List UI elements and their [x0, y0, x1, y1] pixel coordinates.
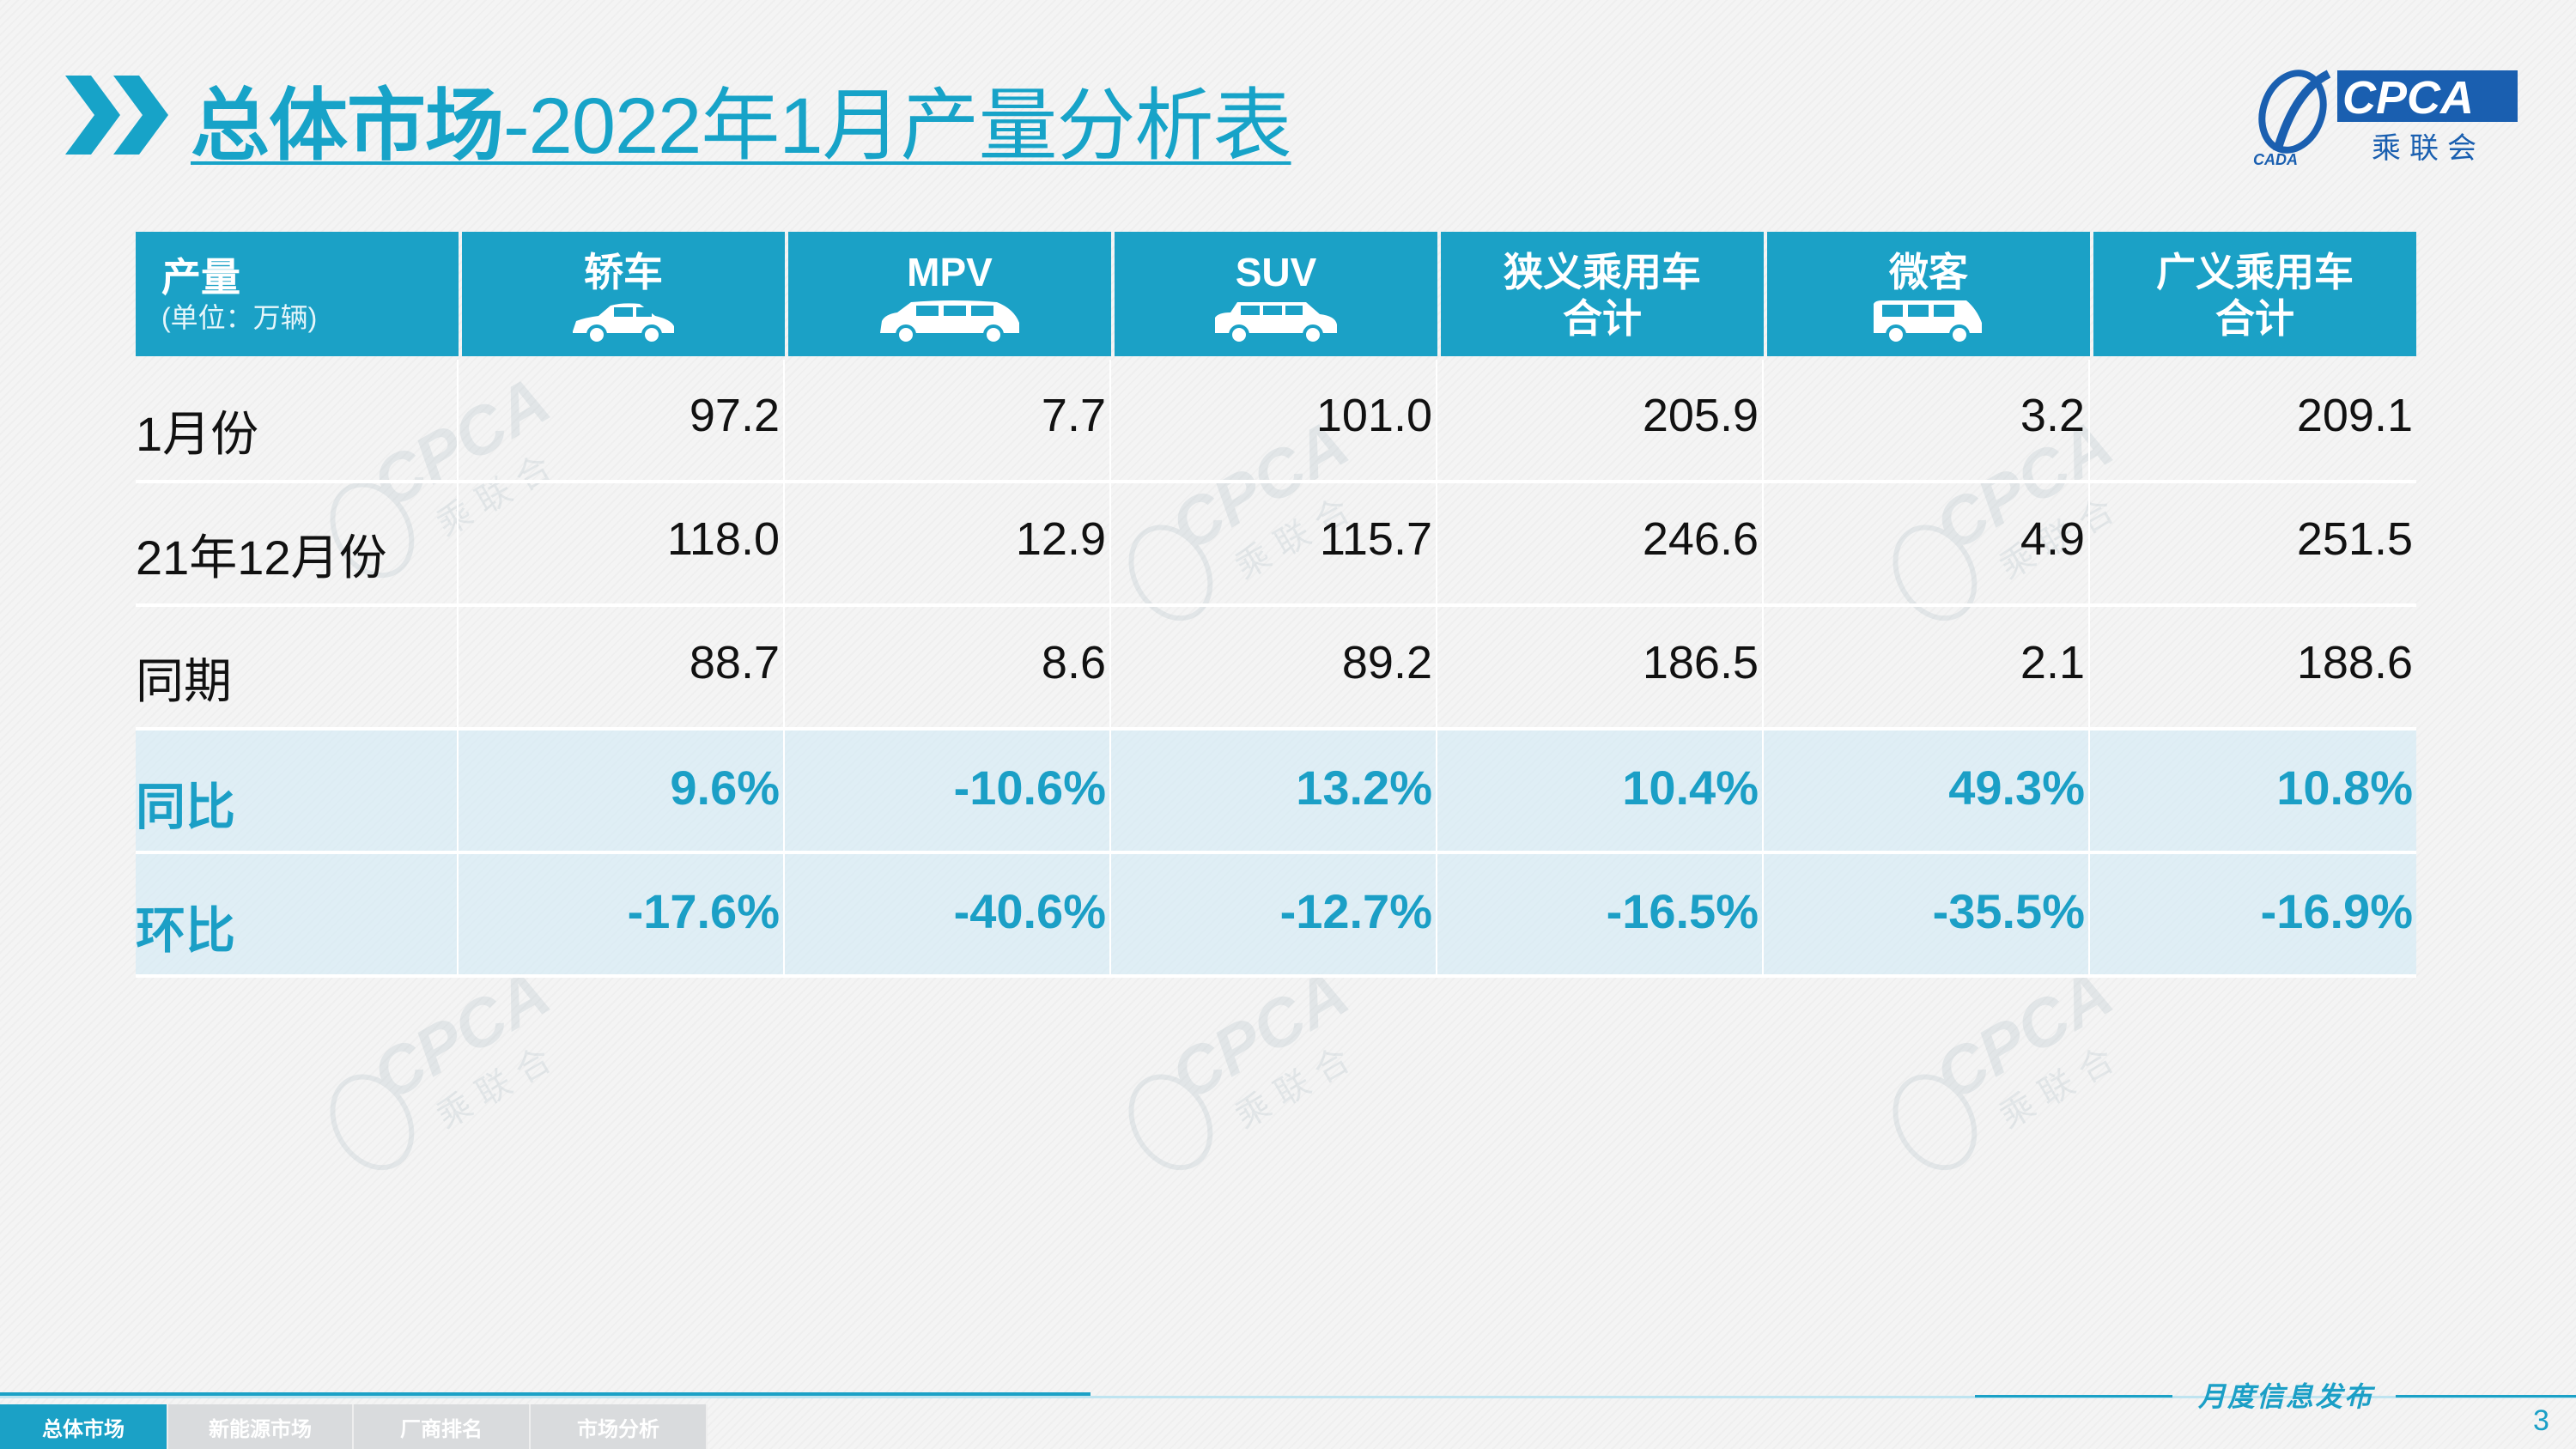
- page-title-rest: -2022年1月产量分析表: [503, 82, 1291, 170]
- svg-text:乘 联 合: 乘 联 合: [1993, 1040, 2121, 1137]
- header-label: 产量: [161, 255, 240, 300]
- table-cell: 186.5: [1441, 607, 1764, 727]
- table-cell: 115.7: [1115, 483, 1437, 603]
- table-cell: 118.0: [462, 483, 785, 603]
- logo-chinese: 乘联会: [2372, 131, 2485, 166]
- header-col-label: SUV: [1235, 250, 1317, 294]
- header-col-label-2: 合计: [2215, 296, 2294, 341]
- table-cell: 9.6%: [462, 731, 785, 851]
- sedan-car-icon: [568, 297, 679, 355]
- logo-small: CADA: [2253, 151, 2298, 168]
- double-chevron-icon: [65, 76, 177, 155]
- header-col-mpv: MPV: [788, 232, 1111, 356]
- publication-label: 月度信息发布: [2198, 1380, 2374, 1413]
- page-title-bold: 总体市场: [191, 82, 504, 170]
- tab-manufacturer-ranking[interactable]: 厂商排名: [354, 1404, 531, 1449]
- table-cell: -40.6%: [788, 854, 1111, 974]
- svg-text:CPCA: CPCA: [1923, 955, 2124, 1115]
- table-cell: 12.9: [788, 483, 1111, 603]
- row-label: 同期: [136, 607, 459, 727]
- row-label: 环比: [136, 854, 459, 974]
- table-header-row: 产量 (单位：万辆) 轿车 MPV SUV 狭义乘用车 合计 微客 广义乘用车 …: [136, 232, 2416, 356]
- footer-deco-line: [1975, 1395, 2172, 1397]
- watermark-logo: CPCA 乘 联 合: [1846, 953, 2155, 1176]
- header-col-microvan: 微客: [1767, 232, 2090, 356]
- table-cell: 3.2: [1767, 360, 2090, 480]
- header-col-label: 轿车: [584, 250, 663, 294]
- table-cell: 88.7: [462, 607, 785, 727]
- header-col-narrow-total: 狭义乘用车 合计: [1441, 232, 1764, 356]
- tab-new-energy-market[interactable]: 新能源市场: [168, 1404, 354, 1449]
- table-cell: 205.9: [1441, 360, 1764, 480]
- svg-text:乘 联 合: 乘 联 合: [430, 1040, 558, 1137]
- header-col-label-2: 合计: [1563, 296, 1642, 341]
- table-cell: 49.3%: [1767, 731, 2090, 851]
- table-cell: 246.6: [1441, 483, 1764, 603]
- row-label: 21年12月份: [136, 483, 459, 603]
- header-col-label: MPV: [907, 250, 993, 294]
- footer-accent-line: [0, 1392, 1091, 1396]
- svg-text:CPCA: CPCA: [360, 955, 562, 1115]
- table-cell: 97.2: [462, 360, 785, 480]
- table-cell: 7.7: [788, 360, 1111, 480]
- table-cell: -10.6%: [788, 731, 1111, 851]
- page-number: 3: [2533, 1404, 2549, 1437]
- table-row: 同期 88.7 8.6 89.2 186.5 2.1 188.6: [136, 607, 2416, 731]
- header-col-label: 微客: [1889, 250, 1968, 294]
- svg-text:CPCA: CPCA: [1158, 955, 1360, 1115]
- header-unit: (单位：万辆): [161, 302, 318, 333]
- table-cell: 209.1: [2296, 390, 2413, 441]
- header-label-cell: 产量 (单位：万辆): [136, 232, 459, 356]
- table-cell: 188.6: [2296, 637, 2413, 688]
- table-cell: -35.5%: [1767, 854, 2090, 974]
- watermark-logo: CPCA 乘 联 合: [283, 953, 592, 1176]
- svg-text:乘 联 合: 乘 联 合: [1229, 1040, 1357, 1137]
- table-row-yoy: 同比 9.6% -10.6% 13.2% 10.4% 49.3% 10.8%: [136, 731, 2416, 854]
- page-title: 总体市场-2022年1月产量分析表: [191, 62, 1291, 176]
- header-col-broad-total: 广义乘用车 合计: [2093, 232, 2416, 356]
- table-cell: 89.2: [1115, 607, 1437, 727]
- table-cell: -16.5%: [1441, 854, 1764, 974]
- cpca-logo: CPCA 乘联会 CADA: [2243, 57, 2526, 168]
- table-row: 1月份 97.2 7.7 101.0 205.9 3.2 209.1: [136, 360, 2416, 483]
- suv-car-icon: [1212, 297, 1340, 355]
- footer-divider: [0, 1396, 2576, 1398]
- tab-market-analysis[interactable]: 市场分析: [531, 1404, 708, 1449]
- table-cell: 8.6: [788, 607, 1111, 727]
- table-cell: 13.2%: [1115, 731, 1437, 851]
- header-col-label: 广义乘用车: [2156, 250, 2354, 294]
- header-col-label: 狭义乘用车: [1504, 250, 1701, 294]
- table-cell: 101.0: [1115, 360, 1437, 480]
- tab-overall-market[interactable]: 总体市场: [0, 1404, 168, 1449]
- table-cell: 10.8%: [2276, 761, 2413, 815]
- row-label: 同比: [136, 731, 459, 851]
- logo-latin: CPCA: [2342, 72, 2474, 124]
- table-cell: 10.4%: [1441, 731, 1764, 851]
- header-col-sedan: 轿车: [462, 232, 785, 356]
- watermark-logo: CPCA 乘 联 合: [1082, 953, 1391, 1176]
- table-cell: 2.1: [1767, 607, 2090, 727]
- mpv-car-icon: [877, 297, 1023, 355]
- header-col-suv: SUV: [1115, 232, 1437, 356]
- production-table: 产量 (单位：万辆) 轿车 MPV SUV 狭义乘用车 合计 微客 广义乘用车 …: [136, 232, 2416, 978]
- table-cell: -17.6%: [462, 854, 785, 974]
- section-tabs: 总体市场 新能源市场 厂商排名 市场分析: [0, 1404, 708, 1449]
- footer-deco-line: [2396, 1395, 2576, 1397]
- table-cell: 251.5: [2296, 513, 2413, 565]
- table-cell: -12.7%: [1115, 854, 1437, 974]
- table-row-mom: 环比 -17.6% -40.6% -12.7% -16.5% -35.5% -1…: [136, 854, 2416, 978]
- table-cell: -16.9%: [2260, 884, 2413, 938]
- table-cell: 4.9: [1767, 483, 2090, 603]
- row-label: 1月份: [136, 360, 459, 480]
- minivan-icon: [1870, 297, 1987, 355]
- table-row: 21年12月份 118.0 12.9 115.7 246.6 4.9 251.5: [136, 483, 2416, 607]
